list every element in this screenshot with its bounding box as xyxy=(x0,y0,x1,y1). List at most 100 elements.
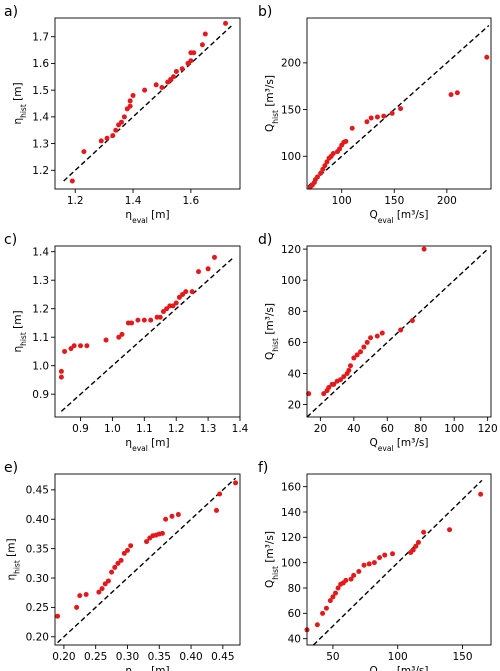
x-axis-label: Qeval [m³/s] xyxy=(370,209,429,225)
x-axis-label-subscript: eval xyxy=(132,216,148,225)
data-point xyxy=(58,368,64,374)
y-tick-label: 40 xyxy=(288,633,301,645)
data-point xyxy=(159,84,165,90)
y-tick-label: 0.35 xyxy=(26,543,49,555)
data-point xyxy=(78,343,84,349)
x-axis-label-unit: [m³/s] xyxy=(394,209,429,221)
data-point xyxy=(71,343,77,349)
data-point xyxy=(415,539,421,545)
data-point xyxy=(116,334,122,340)
data-point xyxy=(110,133,116,139)
y-tick-label: 1.3 xyxy=(32,275,49,287)
data-point xyxy=(335,585,341,591)
y-axis-label: ηhist [m] xyxy=(12,310,28,352)
y-tick-label: 140 xyxy=(281,507,301,519)
data-point xyxy=(127,103,133,109)
data-point xyxy=(454,90,460,96)
reference-line xyxy=(307,24,490,187)
x-axis-label-unit: [m³/s] xyxy=(394,665,429,671)
data-point xyxy=(368,335,374,341)
y-tick-label: 120 xyxy=(281,532,301,544)
x-axis-label-unit: [m] xyxy=(148,209,170,221)
x-tick-label: 1.6 xyxy=(183,195,200,207)
y-tick-label: 1.3 xyxy=(32,138,49,150)
x-axis-label-unit: [m] xyxy=(148,437,170,449)
data-point xyxy=(364,119,370,125)
data-point xyxy=(163,516,169,522)
x-tick-label: 0.25 xyxy=(84,651,107,663)
x-axis-label-symbol: Q xyxy=(370,437,378,449)
plot-frame xyxy=(54,17,241,190)
data-point xyxy=(164,306,170,312)
plot-frame xyxy=(306,245,492,418)
data-point xyxy=(98,138,104,144)
data-point xyxy=(96,589,102,595)
reference-line xyxy=(312,479,483,646)
y-tick-label: 200 xyxy=(281,58,301,70)
data-point xyxy=(364,339,370,345)
x-axis-label: Qeval [m³/s] xyxy=(370,437,429,453)
data-point xyxy=(331,381,337,387)
reference-line xyxy=(60,256,235,412)
data-point xyxy=(142,87,148,93)
y-tick-label: 150 xyxy=(281,104,301,116)
data-point xyxy=(341,374,347,380)
plot-frame xyxy=(54,473,241,646)
data-point xyxy=(398,106,404,112)
data-point xyxy=(153,82,159,88)
data-point xyxy=(109,569,115,575)
data-point xyxy=(361,562,367,568)
data-point xyxy=(188,58,194,64)
y-axis-label-subscript: hist xyxy=(270,110,279,124)
reference-line xyxy=(57,477,237,644)
x-tick-label: 150 xyxy=(452,651,472,663)
y-tick-label: 1.2 xyxy=(32,165,49,177)
data-point xyxy=(119,331,125,337)
y-tick-label: 1.0 xyxy=(32,361,49,373)
data-point xyxy=(484,54,490,60)
data-point xyxy=(381,113,387,119)
data-point xyxy=(379,330,385,336)
data-point xyxy=(322,163,328,169)
data-point xyxy=(390,551,396,557)
data-point xyxy=(421,529,427,535)
data-point xyxy=(129,320,135,326)
y-axis-label-unit: [m] xyxy=(5,538,17,560)
y-tick-label: 40 xyxy=(288,368,301,380)
data-point xyxy=(170,303,176,309)
x-tick-label: 0.9 xyxy=(72,423,89,435)
data-point xyxy=(199,42,205,48)
data-point xyxy=(130,92,136,98)
y-axis-label: Qhist [m³/s] xyxy=(264,531,280,588)
data-point xyxy=(368,115,374,121)
x-axis-label-subscript: eval xyxy=(378,216,394,225)
data-point xyxy=(112,564,118,570)
data-point xyxy=(337,146,343,152)
data-point xyxy=(323,605,329,611)
x-tick-label: 100 xyxy=(388,651,408,663)
data-point xyxy=(351,355,357,361)
data-point xyxy=(180,291,186,297)
data-point xyxy=(333,590,339,596)
x-axis-label: Qeval [m³/s] xyxy=(370,665,429,671)
y-tick-label: 120 xyxy=(281,244,301,256)
data-point xyxy=(202,31,208,37)
x-axis-label-unit: [m³/s] xyxy=(394,437,429,449)
x-axis-label-symbol: Q xyxy=(370,209,378,221)
data-point xyxy=(83,591,89,597)
x-tick-label: 1.3 xyxy=(200,423,217,435)
data-point xyxy=(183,289,189,295)
x-tick-label: 0.40 xyxy=(179,651,202,663)
data-point xyxy=(118,119,124,125)
x-tick-label: 200 xyxy=(437,195,457,207)
data-point xyxy=(343,138,349,144)
data-point xyxy=(103,337,109,343)
x-tick-label: 0.20 xyxy=(52,651,75,663)
data-point xyxy=(127,98,133,104)
reference-line xyxy=(63,25,232,182)
y-tick-label: 60 xyxy=(288,608,301,620)
data-point xyxy=(135,317,141,323)
data-point xyxy=(99,586,105,592)
data-point xyxy=(118,557,124,563)
